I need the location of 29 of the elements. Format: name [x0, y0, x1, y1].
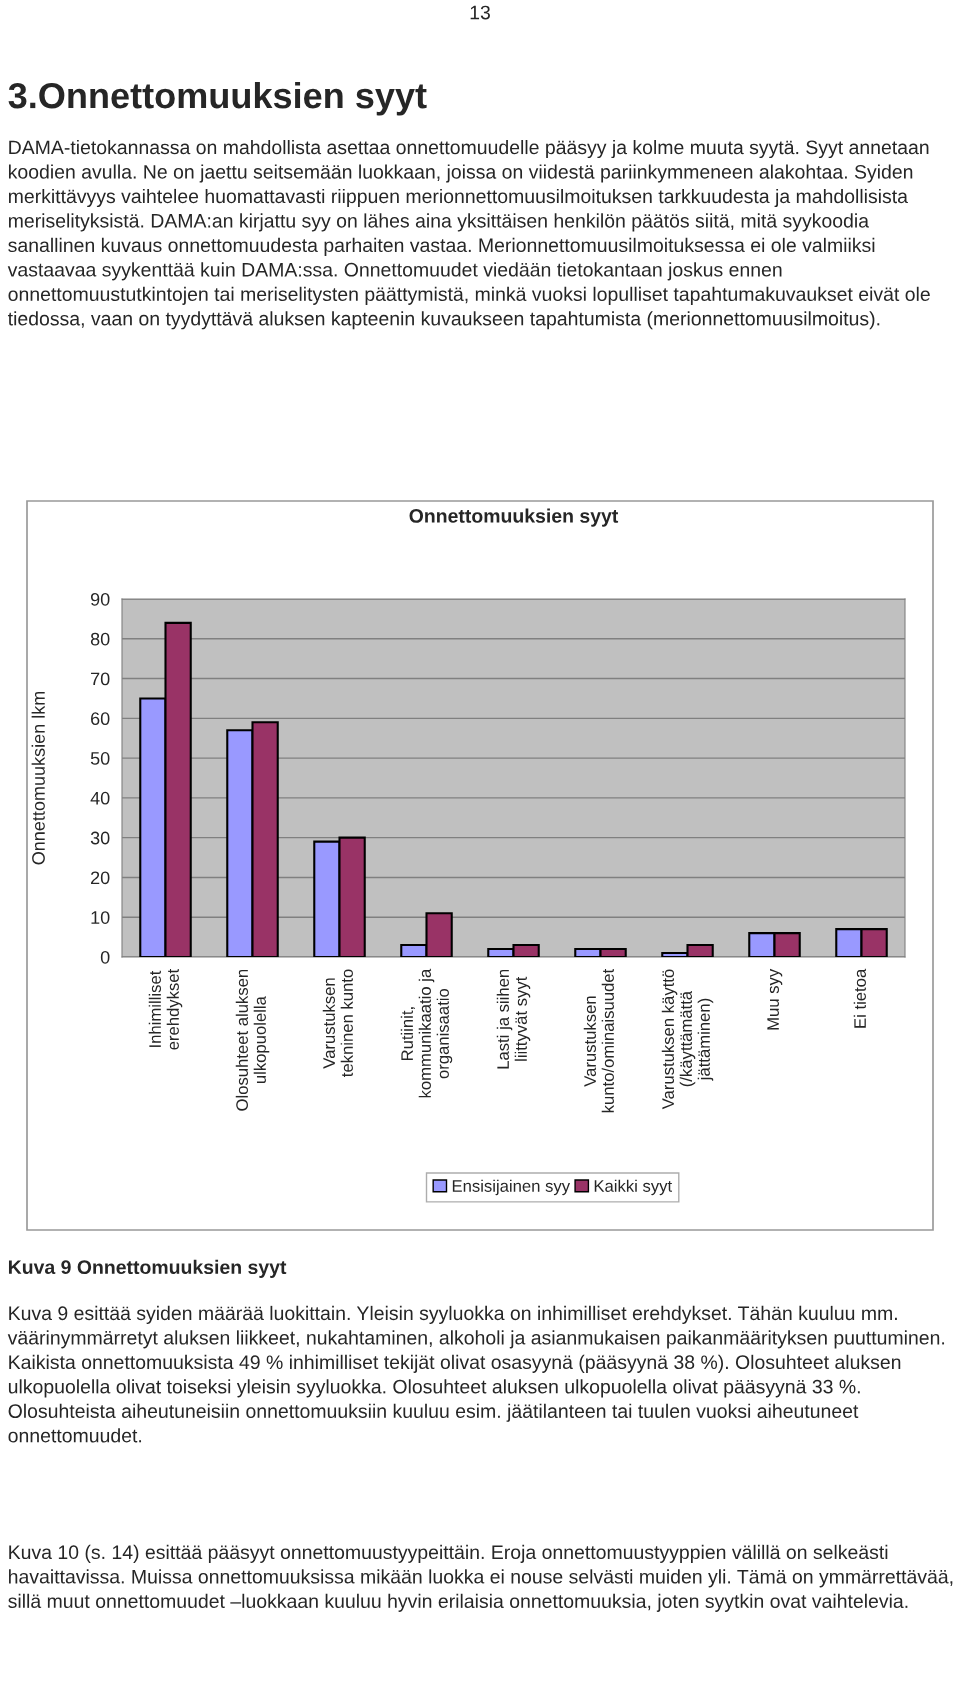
y-tick-label: 20: [91, 871, 110, 885]
legend-label: Kaikki syyt: [594, 1179, 672, 1196]
x-tick-label: Inhimilliset erehdykset: [148, 968, 183, 1050]
x-tick-label: Varustuksen kunto/ominaisuudet: [583, 968, 614, 1113]
y-tick-label: 90: [90, 592, 110, 606]
x-tick-label: Muu syy: [767, 968, 783, 1030]
x-tick-label: Ei tietoa: [853, 968, 866, 1028]
text: 13: [470, 5, 490, 20]
y-tick-label: 80: [90, 632, 110, 646]
x-tick-label: Olosuhteet aluksen ulkopuolella: [235, 969, 270, 1111]
text: 3.Onnettomuuksien syyt: [8, 81, 427, 116]
y-tick-label: 40: [90, 791, 110, 805]
y-tick-label: 70: [91, 672, 110, 686]
text: Kuva 10 (s. 14) esittää pääsyyt onnettomuustyypeittäin. Eroja onnettomuustyyppien välillä on selkeästi havaittavissa. Muissa onnettomuuksissa mikään luokka ei nouse selvästi muiden yli. Tämä on ymmärrettävää, sillä muut onnettomuudet –luokkaan kuuluu hyvin erilaisia onnettomuuksia, joten syytkin ovat vaihtelevia.: [8, 1544, 953, 1612]
y-axis-title: Onnettomuuksien lkm: [31, 691, 45, 865]
text: Kuva 9 esittää syiden määrää luokittain. Yleisin syyluokka on inhimilliset erehdykset. Tähän kuuluu mm. väärinymmärretyt aluksen liikkeet, nukahtaminen, alkoholi ja asianmukaisen paikanmäärityksen puuttuminen. Kaikista onnettomuuksista 49 % inhimilliset tekijät olivat osasyynä (pääsyynä 38 %). Olosuhteet aluksen ulkopuolella olivat toiseksi yleisin syyluokka. Olosuhteet aluksen ulkopuolella olivat pääsyynä 33 %. Olosuhteista aiheutuneisiin onnettomuuksiin kuuluu esim. jäätilanteen tai tuulen vuoksi aiheutuneet onnettomuudet.: [7, 1305, 945, 1443]
chart-title: Onnettomuuksien syyt: [409, 508, 619, 527]
legend-label: Ensisijainen syy: [452, 1179, 571, 1196]
y-tick-label: 10: [91, 911, 110, 924]
text: Kuva 9 Onnettomuuksien syyt: [8, 1259, 287, 1278]
text: DAMA-tietokannassa on mahdollista asettaa onnettomuudelle pääsyy ja kolme muuta syytä. Syyt annetaan koodien avulla. Ne on jaettu seitsemään luokkaan, joissa on viidestä pariinkymmeneen alakohtaa. Syiden merkittävyys vaihtelee huomattavasti riippuen merionnettomuusilmoituksen tarkkuudesta ja mahdollisista meriselityksistä. DAMA:an kirjattu syy on lähes aina yksittäisen henkilön päätös siitä, mitä syykoodia sanallinen kuvaus onnettomuudesta parhaiten vastaa. Merionnettomuusilmoituksessa ei ole valmiiksi vastaavaa syykenttää kuin DAMA:ssa. Onnettomuudet viedään tietokantaan joskus ennen onnettomuustutkintojen tai meriselitysten päättymistä, minkä vuoksi lopulliset tapahtumakuvaukset eivät ole tiedossa, vaan on tyydyttävä aluksen kapteenin kuvaukseen tapahtumista (merionnettomuusilmoitus).: [7, 139, 930, 330]
x-tick-label: Varustuksen käyttö (/käyttämättä jättäminen): [661, 969, 714, 1110]
x-tick-label: Lasti ja siihen liittyvät syyt: [496, 969, 531, 1069]
x-tick-label: Varustuksen tekninen kunto: [322, 969, 353, 1077]
y-tick-label: 0: [100, 950, 110, 964]
y-tick-label: 60: [91, 712, 110, 726]
x-tick-label: Rutiinit, kommunikaatio ja organisaatio: [400, 968, 453, 1098]
y-tick-label: 50: [90, 752, 110, 765]
y-tick-label: 30: [90, 831, 110, 845]
